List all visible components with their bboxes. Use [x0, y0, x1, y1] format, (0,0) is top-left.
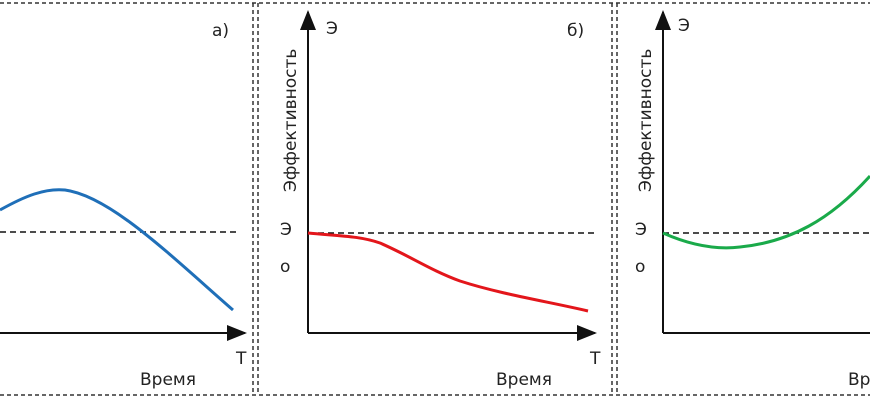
x-label: Время — [848, 370, 870, 390]
curve — [662, 174, 870, 250]
y-label: Эффективность — [281, 49, 301, 192]
x-end: Т — [589, 349, 601, 369]
panel-a: а) Время Т — [0, 21, 247, 390]
x-label: Время — [140, 370, 196, 390]
x-end: Т — [235, 349, 247, 369]
y-top: Э — [326, 19, 338, 39]
curve — [307, 231, 589, 313]
curve — [0, 188, 234, 312]
e0-letter: Э — [635, 220, 647, 240]
e0-sub: о — [635, 257, 645, 277]
x-label: Время — [496, 370, 552, 390]
e0-sub: о — [280, 257, 290, 277]
panel-label: а) — [212, 21, 229, 41]
y-top: Э — [678, 16, 690, 36]
panel-label: б) — [567, 21, 584, 41]
panel-c: Эффективность Э Э о Время — [635, 10, 870, 390]
y-label: Эффективность — [636, 49, 656, 192]
panel-b: Эффективность Э б) Э о Время Т — [280, 10, 601, 390]
e0-letter: Э — [280, 220, 292, 240]
